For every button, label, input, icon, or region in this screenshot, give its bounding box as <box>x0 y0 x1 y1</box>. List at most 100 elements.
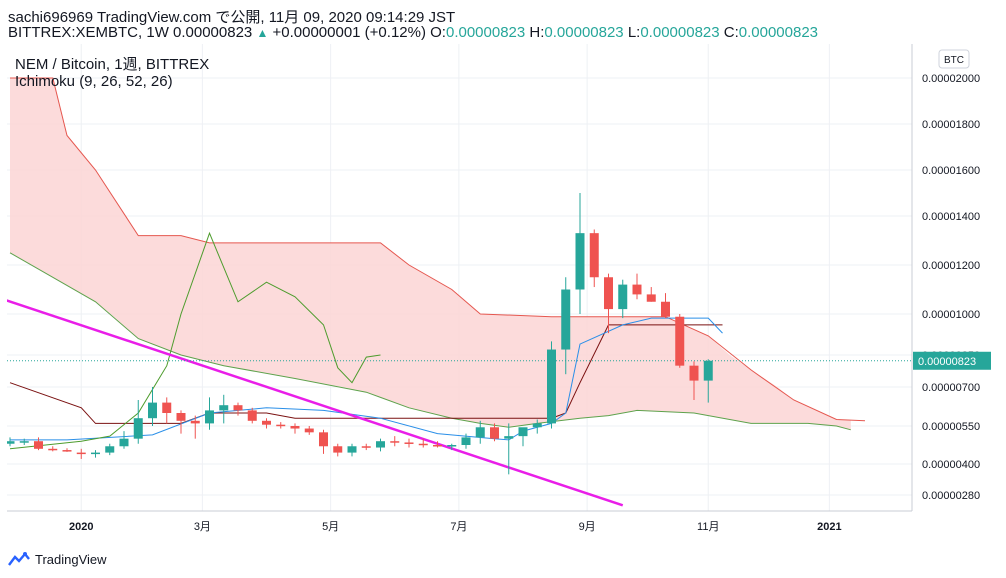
time-tick-label: 5月 <box>322 521 339 533</box>
candle <box>661 293 670 319</box>
candle-body <box>76 452 86 455</box>
chart-area[interactable]: 0.00002000 0.00001800 0.00001600 0.00001400… <box>0 44 1006 541</box>
candle <box>589 229 599 288</box>
chikou-line <box>9 231 381 450</box>
candle-body <box>632 284 642 295</box>
price-tick-label: 0.00000400 <box>922 459 980 471</box>
candle <box>290 423 300 434</box>
candle-body <box>618 284 628 310</box>
price-tick-label: 0.00000280 <box>922 490 980 502</box>
candle-body <box>504 436 514 439</box>
candle <box>575 193 585 314</box>
price-tick-label: 0.00000550 <box>922 421 980 433</box>
candle <box>518 427 528 447</box>
candle <box>404 438 414 448</box>
candle-body <box>219 405 229 411</box>
price-tick-label: 0.00001400 <box>922 211 980 223</box>
time-tick-label: 2021 <box>817 521 841 533</box>
candle <box>133 400 143 444</box>
candle <box>62 448 72 452</box>
candle <box>561 277 571 375</box>
candle-body <box>433 445 442 447</box>
candle-body <box>390 441 400 443</box>
candle-body <box>119 438 129 447</box>
price-tick-label: 0.00001200 <box>922 260 980 272</box>
candle-body <box>190 420 200 424</box>
candle-body <box>561 289 571 350</box>
candle-body <box>34 441 43 449</box>
candle-body <box>290 426 300 429</box>
candle <box>646 287 656 302</box>
candle <box>190 415 200 439</box>
open-value: 0.00000823 <box>445 24 526 41</box>
candle <box>148 387 157 426</box>
candle-body <box>347 446 357 453</box>
candle <box>604 273 613 334</box>
candle <box>91 450 100 458</box>
trend-line <box>0 296 624 507</box>
candle-body <box>575 233 585 290</box>
candle-body <box>547 349 556 424</box>
candle-body <box>589 233 599 278</box>
candle <box>205 397 214 430</box>
candle-body <box>661 301 670 317</box>
time-tick-label: 9月 <box>579 521 596 533</box>
candle-body <box>276 424 286 427</box>
currency-badge-label: BTC <box>944 55 964 66</box>
candle <box>632 273 642 300</box>
candle <box>361 443 371 451</box>
candle <box>347 443 357 457</box>
candle <box>5 437 15 447</box>
candle <box>447 443 457 451</box>
candle-body <box>518 427 528 437</box>
candle-body <box>333 446 343 453</box>
candle <box>219 394 229 424</box>
candle-body <box>162 402 172 413</box>
tradingview-brand: TradingView <box>7 551 107 567</box>
open-label: O: <box>430 24 446 41</box>
price-tick-label: 0.00001800 <box>922 119 980 131</box>
candle-body <box>133 418 143 439</box>
tradingview-logo-icon <box>8 552 30 566</box>
high-label: H: <box>529 24 545 41</box>
candle <box>675 314 685 368</box>
candle <box>276 422 286 429</box>
publish-info: sachi696969 TradingView.com で公開, 11月 09,… <box>8 9 456 26</box>
brand-label: TradingView <box>35 551 107 567</box>
candle-body <box>532 423 542 428</box>
candle-body <box>418 443 428 446</box>
time-tick-label: 3月 <box>194 521 211 533</box>
price-tick-label: 0.00002000 <box>922 73 980 85</box>
price-tag-label: 0.00000823 <box>918 356 976 368</box>
currency-badge[interactable]: BTC <box>938 49 970 69</box>
price-tick-label: 0.00001000 <box>922 309 980 321</box>
candle-body <box>646 294 656 302</box>
candle-body <box>205 410 214 424</box>
candle-body <box>247 410 257 421</box>
low-value: 0.00000823 <box>640 24 720 41</box>
chart-svg[interactable]: 0.00002000 0.00001800 0.00001600 0.00001400… <box>0 44 1006 541</box>
candle-body <box>404 442 414 444</box>
candle-body <box>148 402 157 419</box>
ohlc-header: BITTREX:XEMBTC, 1W 0.00000823 ▲ +0.00000… <box>8 24 818 41</box>
candle-body <box>675 316 685 366</box>
candle-body <box>319 432 328 447</box>
candle-body <box>62 450 72 452</box>
candle-body <box>490 427 499 439</box>
candle-body <box>91 452 100 455</box>
candle-body <box>105 446 115 453</box>
price-tick-label: 0.00000700 <box>922 382 980 394</box>
senkou-span-b-line <box>10 77 866 422</box>
candle-body <box>447 445 457 447</box>
candle-body <box>475 427 485 438</box>
candle <box>176 410 186 434</box>
price-change: +0.00000001 (+0.12%) <box>272 24 426 41</box>
candle <box>19 438 29 445</box>
candle <box>504 423 514 475</box>
candle <box>247 407 257 424</box>
candles <box>5 193 713 475</box>
close-label: C: <box>723 24 739 41</box>
candle <box>119 431 129 449</box>
candle <box>418 438 428 448</box>
candle-body <box>689 365 699 381</box>
